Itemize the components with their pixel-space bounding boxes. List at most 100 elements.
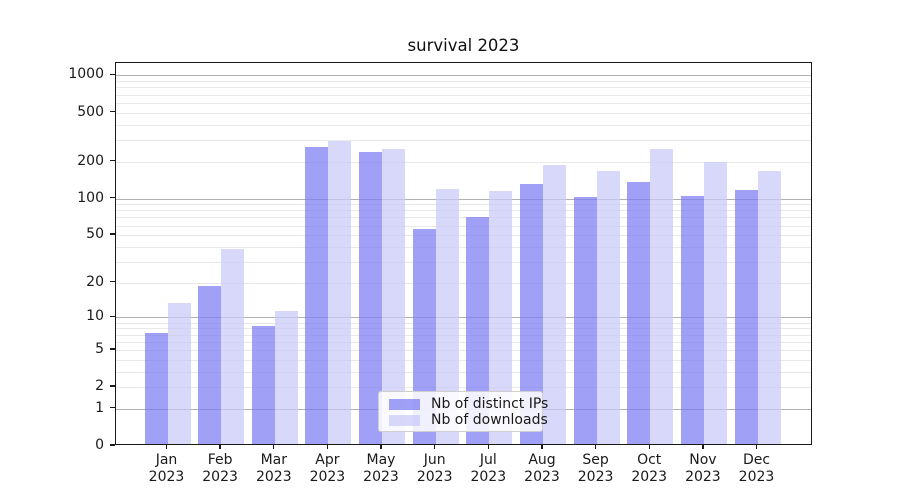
gridline-minor bbox=[116, 359, 811, 361]
y-tick-mark bbox=[110, 110, 115, 113]
x-tick-mark bbox=[755, 445, 758, 449]
gridline-minor bbox=[116, 322, 811, 324]
bar-downloads bbox=[221, 248, 245, 444]
x-tick-mark bbox=[380, 445, 382, 449]
x-tick-mark bbox=[487, 445, 489, 449]
legend-label-distinct-ips: Nb of distinct IPs bbox=[431, 396, 549, 412]
y-tick-label: 1 bbox=[95, 399, 104, 416]
bar-distinct-ips bbox=[734, 189, 758, 444]
bar-downloads bbox=[650, 148, 674, 444]
x-tick-label: Sep 2023 bbox=[577, 452, 614, 485]
bar-downloads bbox=[167, 302, 191, 444]
legend-label-downloads: Nb of downloads bbox=[431, 412, 548, 428]
x-tick-label: Nov 2023 bbox=[685, 452, 721, 485]
gridline-minor bbox=[116, 204, 811, 206]
y-tick-label: 0 bbox=[95, 437, 104, 453]
bar-distinct-ips bbox=[520, 184, 543, 444]
x-tick-mark bbox=[648, 445, 650, 449]
x-tick-mark bbox=[702, 445, 704, 449]
gridline-major bbox=[116, 75, 811, 77]
x-tick-label: Jun 2023 bbox=[416, 452, 453, 485]
y-tick-mark bbox=[110, 281, 115, 283]
gridline-minor bbox=[116, 102, 811, 104]
y-tick-mark bbox=[110, 444, 115, 446]
legend-item-distinct-ips: Nb of distinct IPs bbox=[389, 396, 548, 412]
gridline-minor bbox=[116, 261, 811, 263]
y-tick-mark bbox=[110, 315, 115, 318]
y-tick-label: 2 bbox=[95, 378, 104, 395]
plot-area bbox=[115, 62, 812, 445]
x-tick-label: Jan 2023 bbox=[148, 452, 185, 485]
gridline-minor bbox=[116, 282, 811, 284]
y-tick-label: 200 bbox=[77, 152, 104, 169]
x-tick-label: Dec 2023 bbox=[738, 452, 775, 485]
bar-distinct-ips bbox=[198, 286, 222, 444]
y-tick-mark bbox=[110, 73, 115, 76]
gridline-minor bbox=[116, 328, 811, 330]
gridline-minor bbox=[116, 371, 811, 373]
x-tick-mark bbox=[273, 445, 275, 449]
x-tick-mark bbox=[165, 445, 168, 449]
bar-distinct-ips bbox=[627, 181, 651, 444]
y-tick-label: 50 bbox=[86, 226, 104, 243]
legend: Nb of distinct IPs Nb of downloads bbox=[378, 391, 548, 432]
gridline-minor bbox=[116, 161, 811, 163]
gridline-major bbox=[116, 317, 811, 319]
bar-downloads bbox=[543, 165, 566, 444]
y-tick-mark bbox=[110, 196, 115, 199]
bar-downloads bbox=[703, 162, 727, 444]
y-tick-mark bbox=[110, 385, 115, 387]
gridline-minor bbox=[116, 210, 811, 212]
y-tick-label: 10 bbox=[86, 308, 104, 325]
chart-title: survival 2023 bbox=[407, 36, 520, 55]
y-tick-mark bbox=[110, 407, 115, 409]
gridline-minor bbox=[116, 81, 811, 83]
gridline-minor bbox=[116, 341, 811, 343]
x-tick-label: May 2023 bbox=[363, 452, 399, 485]
gridline-minor bbox=[116, 387, 811, 389]
x-tick-label: Feb 2023 bbox=[202, 452, 238, 485]
gridline-minor bbox=[116, 349, 811, 351]
x-tick-label: Oct 2023 bbox=[631, 452, 667, 485]
legend-swatch-distinct-ips bbox=[389, 398, 420, 410]
x-tick-label: Aug 2023 bbox=[524, 452, 560, 485]
bar-distinct-ips bbox=[359, 152, 382, 444]
gridline-minor bbox=[116, 225, 811, 227]
y-tick-mark bbox=[110, 233, 115, 235]
bar-downloads bbox=[274, 310, 298, 444]
y-tick-mark bbox=[110, 348, 115, 350]
bar-distinct-ips bbox=[251, 326, 275, 444]
bar-downloads bbox=[382, 148, 405, 444]
x-tick-label: Apr 2023 bbox=[309, 452, 346, 485]
gridline-minor bbox=[116, 139, 811, 141]
bar-distinct-ips bbox=[412, 229, 436, 444]
x-tick-mark bbox=[219, 445, 221, 449]
x-tick-mark bbox=[434, 445, 436, 449]
gridline-minor bbox=[116, 217, 811, 219]
bar-distinct-ips bbox=[680, 195, 704, 444]
gridline-major bbox=[116, 198, 811, 200]
y-tick-label: 5 bbox=[95, 340, 104, 357]
gridline-minor bbox=[116, 246, 811, 248]
bar-downloads bbox=[757, 171, 781, 444]
bar-distinct-ips bbox=[305, 146, 329, 444]
gridline-minor bbox=[116, 112, 811, 114]
gridline-minor bbox=[116, 235, 811, 237]
gridline-minor bbox=[116, 87, 811, 89]
x-tick-label: Jul 2023 bbox=[470, 452, 507, 485]
y-tick-label: 1000 bbox=[68, 66, 104, 83]
x-tick-mark bbox=[326, 445, 329, 449]
bar-distinct-ips bbox=[144, 332, 168, 444]
x-tick-mark bbox=[594, 445, 597, 449]
y-tick-label: 20 bbox=[86, 273, 104, 290]
bar-downloads bbox=[435, 188, 459, 444]
y-tick-label: 100 bbox=[77, 189, 104, 206]
bar-distinct-ips bbox=[466, 216, 490, 444]
gridline-minor bbox=[116, 124, 811, 126]
x-tick-label: Mar 2023 bbox=[255, 452, 292, 485]
bar-downloads bbox=[328, 141, 352, 444]
x-tick-mark bbox=[541, 445, 543, 449]
y-tick-mark bbox=[110, 159, 115, 162]
bar-distinct-ips bbox=[573, 197, 597, 444]
